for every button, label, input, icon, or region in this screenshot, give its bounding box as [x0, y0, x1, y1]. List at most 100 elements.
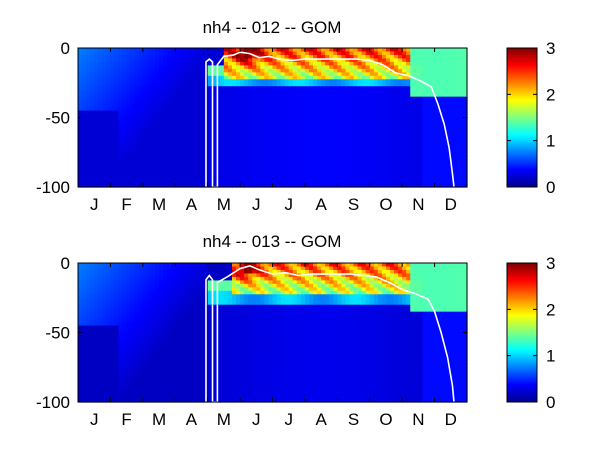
heatmap-cell	[118, 377, 124, 382]
heatmap-cell	[199, 93, 205, 98]
heatmap-cell	[252, 100, 257, 105]
heatmap-cell	[207, 82, 213, 87]
heatmap-cell	[418, 145, 424, 150]
heatmap-cell	[78, 276, 83, 281]
heatmap-cell	[390, 96, 395, 101]
heatmap-cell	[450, 131, 456, 136]
heatmap-cell	[377, 117, 383, 122]
heatmap-cell	[398, 103, 403, 108]
heatmap-cell	[82, 269, 87, 275]
heatmap-cell	[345, 93, 351, 98]
heatmap-cell	[187, 273, 193, 278]
heatmap-cell	[394, 152, 399, 157]
heatmap-cell	[345, 82, 351, 87]
heatmap-cell	[110, 280, 116, 285]
heatmap-cell	[102, 325, 107, 330]
heatmap-cell	[106, 370, 112, 375]
heatmap-cell	[167, 377, 172, 382]
heatmap-cell	[138, 356, 144, 361]
heatmap-cell	[179, 155, 184, 160]
heatmap-cell	[333, 162, 338, 167]
heatmap-cell	[86, 173, 91, 178]
heatmap-cell	[454, 145, 460, 150]
heatmap-cell	[114, 294, 120, 299]
heatmap-cell	[300, 162, 306, 167]
heatmap-cell	[377, 58, 383, 63]
heatmap-cell	[146, 68, 152, 73]
heatmap-cell	[138, 93, 144, 98]
heatmap-cell	[276, 54, 282, 60]
heatmap-cell	[426, 183, 432, 188]
heatmap-cell	[130, 82, 136, 87]
heatmap-cell	[106, 297, 112, 302]
heatmap-cell	[167, 325, 172, 330]
heatmap-cell	[102, 384, 107, 389]
heatmap-cell	[159, 68, 164, 73]
heatmap-cell	[284, 72, 290, 77]
heatmap-cell	[333, 117, 338, 122]
heatmap-cell	[236, 89, 241, 94]
heatmap-cell	[175, 86, 180, 91]
heatmap-cell	[341, 96, 347, 101]
heatmap-cell	[118, 173, 124, 178]
heatmap-cell	[183, 395, 188, 400]
heatmap-cell	[446, 162, 452, 167]
heatmap-cell	[126, 152, 132, 157]
heatmap-cell	[118, 391, 124, 396]
heatmap-cell	[195, 155, 201, 160]
heatmap-cell	[118, 117, 124, 122]
heatmap-cell	[288, 82, 294, 87]
heatmap-cell	[341, 89, 347, 94]
heatmap-cell	[159, 79, 164, 84]
heatmap-cell	[167, 141, 172, 146]
heatmap-cell	[361, 152, 367, 157]
heatmap-cell	[377, 159, 383, 164]
heatmap-cell	[159, 377, 164, 382]
heatmap-cell	[94, 93, 99, 98]
heatmap-cell	[446, 93, 452, 98]
heatmap-cell	[122, 54, 128, 60]
heatmap-cell	[90, 370, 95, 375]
heatmap-cell	[142, 131, 148, 136]
heatmap-cell	[159, 363, 164, 368]
heatmap-cell	[284, 100, 290, 105]
heatmap-cell	[304, 107, 310, 112]
heatmap-cell	[167, 329, 172, 334]
heatmap-cell	[252, 176, 257, 181]
heatmap-cell	[369, 169, 375, 174]
heatmap-cell	[134, 58, 140, 63]
heatmap-cell	[187, 120, 193, 126]
heatmap-cell	[134, 370, 140, 375]
heatmap-cell	[78, 86, 83, 91]
heatmap-cell	[179, 356, 184, 361]
heatmap-cell	[171, 353, 176, 358]
heatmap-cell	[110, 183, 116, 188]
chart-title: nh4 -- 012 -- GOM	[203, 18, 342, 37]
heatmap-cell	[191, 79, 197, 84]
heatmap-cell	[422, 48, 428, 53]
heatmap-cell	[260, 107, 265, 112]
heatmap-cell	[349, 93, 355, 98]
heatmap-cell	[126, 68, 132, 73]
heatmap-cell	[163, 51, 168, 56]
heatmap-cell	[276, 124, 282, 129]
heatmap-cell	[454, 117, 460, 122]
heatmap-cell	[329, 180, 334, 185]
heatmap-cell	[138, 89, 144, 94]
heatmap-cell	[325, 183, 330, 188]
heatmap-cell	[454, 152, 460, 157]
heatmap-cell	[292, 124, 298, 129]
heatmap-cell	[414, 93, 419, 98]
heatmap-cell	[207, 162, 213, 167]
heatmap-cell	[195, 148, 201, 153]
heatmap-cell	[187, 48, 193, 53]
heatmap-cell	[426, 100, 432, 105]
heatmap-cell	[345, 107, 351, 112]
heatmap-cell	[296, 127, 302, 132]
heatmap-cell	[219, 117, 225, 122]
heatmap-cell	[142, 65, 148, 70]
heatmap-cell	[171, 117, 176, 122]
heatmap-cell	[171, 82, 176, 87]
heatmap-cell	[118, 280, 124, 285]
heatmap-cell	[381, 134, 387, 139]
